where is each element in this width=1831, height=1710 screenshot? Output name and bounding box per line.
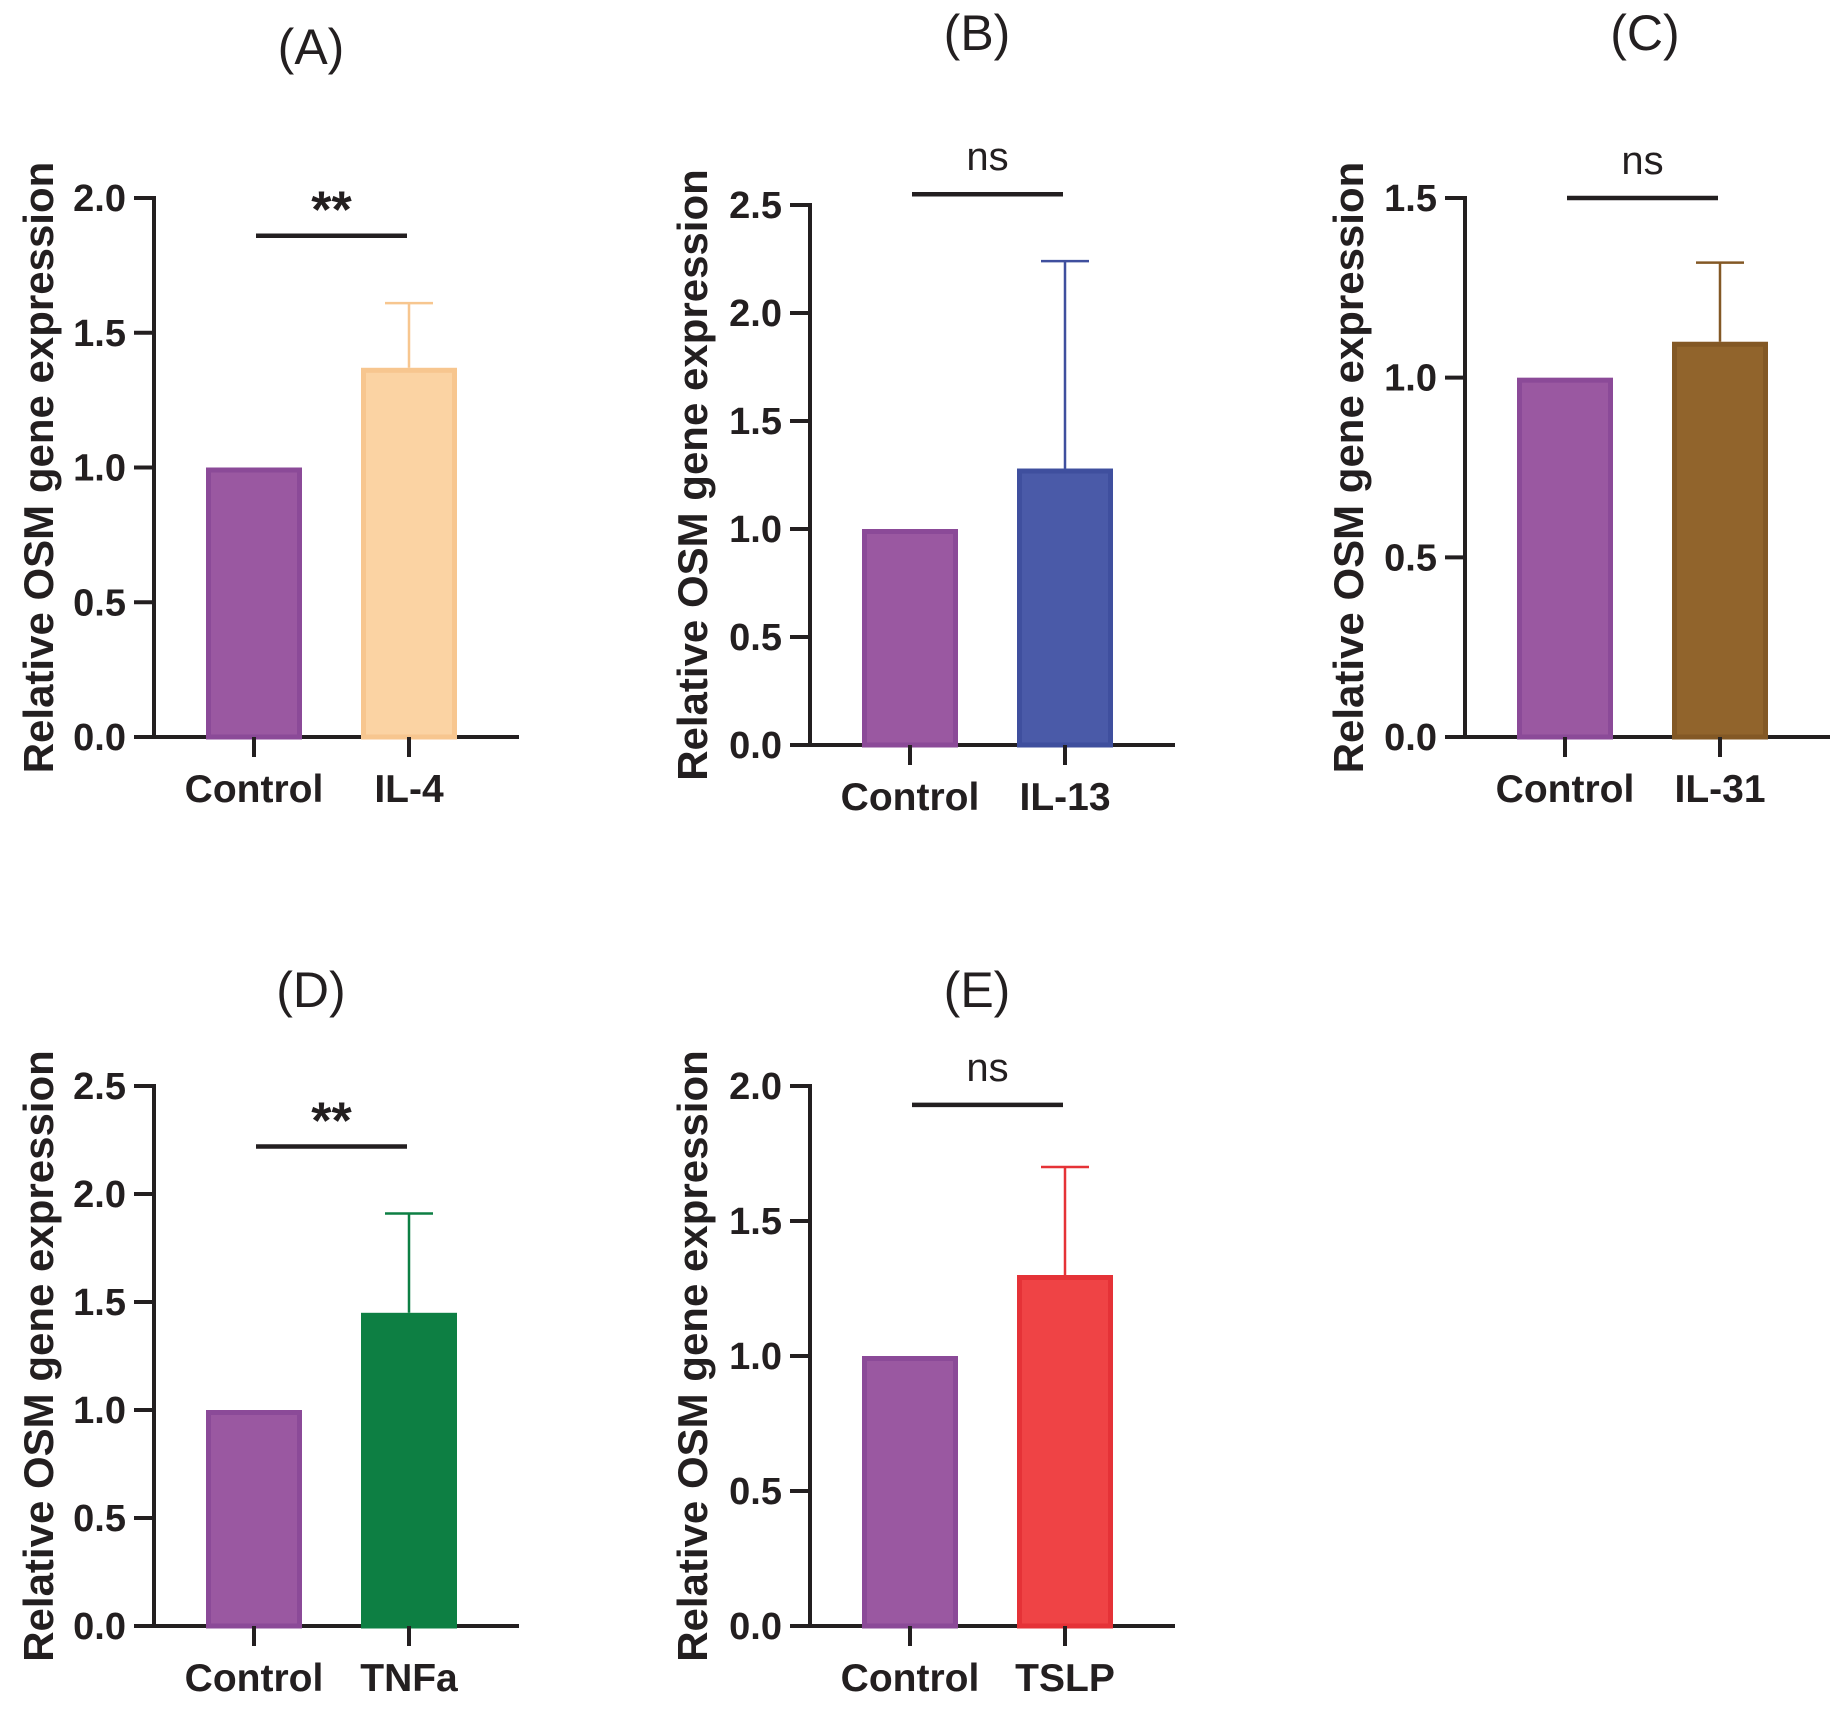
bar-il-31 [1672,341,1768,740]
panel-title: (E) [944,962,1011,1018]
bar-control [206,467,302,740]
y-tick-label: 0.5 [73,1498,126,1540]
x-tick-label: IL-31 [1674,768,1765,811]
y-tick-label: 0.0 [73,1606,126,1648]
y-axis-label: Relative OSM gene expression [669,169,716,781]
bar-tslp [1017,1275,1113,1629]
y-tick-label: 2.0 [73,1174,126,1216]
y-tick-label: 0.0 [73,717,126,759]
y-axis-label: Relative OSM gene expression [15,1050,62,1662]
panel-b: (B) Relative OSM gene expression 0.0 0.5 1.0… [669,5,1175,819]
bar-tnfa [361,1312,457,1629]
significance-label: ns [966,135,1008,179]
bar-control [862,1356,958,1629]
y-axis-label: Relative OSM gene expression [15,162,62,774]
panel-title: (B) [944,5,1011,61]
y-tick-label: 1.5 [73,1282,126,1324]
y-tick-label: 0.0 [729,725,782,767]
y-tick-label: 1.5 [1384,178,1437,220]
bar-control [206,1410,302,1629]
x-tick-label: Control [185,1657,324,1700]
y-tick-label: 2.5 [73,1066,126,1108]
y-tick-label: 1.0 [1384,358,1437,400]
significance-label: ** [311,1092,352,1150]
panel-e: (E) Relative OSM gene expression 0.0 0.5 1.0… [669,962,1175,1700]
significance-label: ns [966,1046,1008,1090]
y-tick-label: 1.5 [73,313,126,355]
x-tick-label: TNFa [360,1657,458,1700]
y-tick-label: 0.0 [1384,717,1437,759]
x-tick-label: Control [185,768,324,811]
y-tick-label: 1.0 [73,448,126,490]
x-tick-label: Control [1496,768,1635,811]
y-tick-label: 1.0 [73,1390,126,1432]
significance-label: ns [1621,139,1663,183]
y-tick-label: 2.0 [73,178,126,220]
bar-control [862,529,958,748]
y-tick-label: 2.0 [729,1066,782,1108]
bar-il-13 [1017,468,1113,748]
significance-label: ** [311,182,352,240]
y-tick-label: 0.0 [729,1606,782,1648]
panel-c: (C) Relative OSM gene expression 0.0 0.5 1.0… [1325,5,1830,811]
x-tick-label: IL-13 [1019,776,1110,819]
panel-title: (C) [1610,5,1679,61]
bar-control [1517,377,1613,740]
x-tick-label: Control [841,776,980,819]
y-tick-label: 0.5 [1384,537,1437,579]
panel-title: (D) [276,962,345,1018]
y-tick-label: 1.0 [729,1336,782,1378]
y-tick-label: 2.5 [729,185,782,227]
panel-title: (A) [278,19,345,75]
x-tick-label: TSLP [1015,1657,1115,1700]
panel-d: (D) Relative OSM gene expression 0.0 0.5 1.0… [15,962,519,1700]
y-tick-label: 1.5 [729,1201,782,1243]
x-tick-label: IL-4 [374,768,444,811]
y-tick-label: 1.5 [729,401,782,443]
panel-a: (A) Relative OSM gene expression 0.0 0.5 1.0… [15,19,519,811]
bar-il-4 [361,367,457,740]
y-axis-label: Relative OSM gene expression [669,1050,716,1662]
y-axis-label: Relative OSM gene expression [1325,162,1372,774]
y-tick-label: 1.0 [729,509,782,551]
y-tick-label: 0.5 [729,1471,782,1513]
y-tick-label: 0.5 [729,617,782,659]
x-tick-label: Control [841,1657,980,1700]
y-tick-label: 2.0 [729,293,782,335]
y-tick-label: 0.5 [73,582,126,624]
